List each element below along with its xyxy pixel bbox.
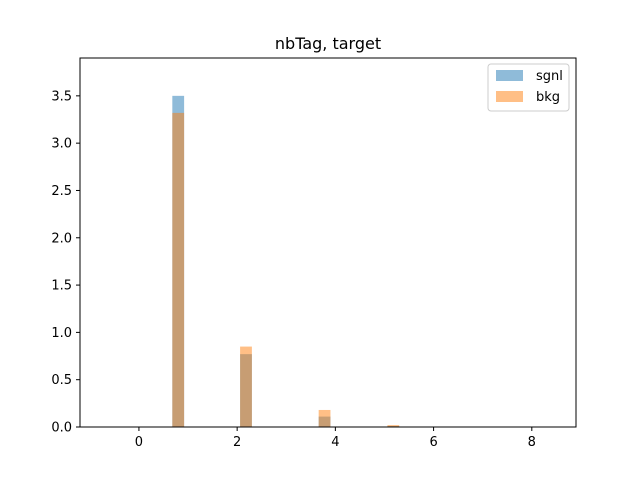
y-tick-label: 3.5 [51, 89, 72, 104]
x-tick-label: 4 [331, 435, 339, 450]
legend: sgnl bkg [487, 63, 570, 112]
legend-label-bkg: bkg [536, 90, 560, 105]
y-tick-label: 2.0 [51, 231, 72, 246]
bar-bkg-0 [172, 112, 185, 427]
axes-layer: 0 2 4 6 8 0.0 0.5 1.0 1.5 2.0 2.5 3.0 3.5 [51, 57, 577, 450]
chart-title: nbTag, target [275, 34, 381, 53]
plot-frame [79, 57, 577, 428]
y-tick-label: 1.5 [51, 279, 72, 294]
y-tick-label: 0.0 [51, 421, 72, 436]
bar-bkg-2 [318, 409, 331, 427]
x-tick-label: 8 [528, 435, 536, 450]
y-tick-label: 2.5 [51, 184, 72, 199]
legend-swatch-sgnl [496, 70, 523, 81]
x-tick-label: 6 [429, 435, 437, 450]
x-tick-label: 0 [135, 435, 143, 450]
bar-bkg-3 [387, 425, 400, 427]
bar-bkg-1 [240, 346, 252, 427]
y-tick-label: 1.0 [51, 326, 72, 341]
y-tick-label: 0.5 [51, 373, 72, 388]
legend-label-sgnl: sgnl [536, 69, 563, 84]
x-tick-label: 2 [233, 435, 241, 450]
y-tick-label: 3.0 [51, 137, 72, 152]
legend-swatch-bkg [496, 91, 523, 102]
